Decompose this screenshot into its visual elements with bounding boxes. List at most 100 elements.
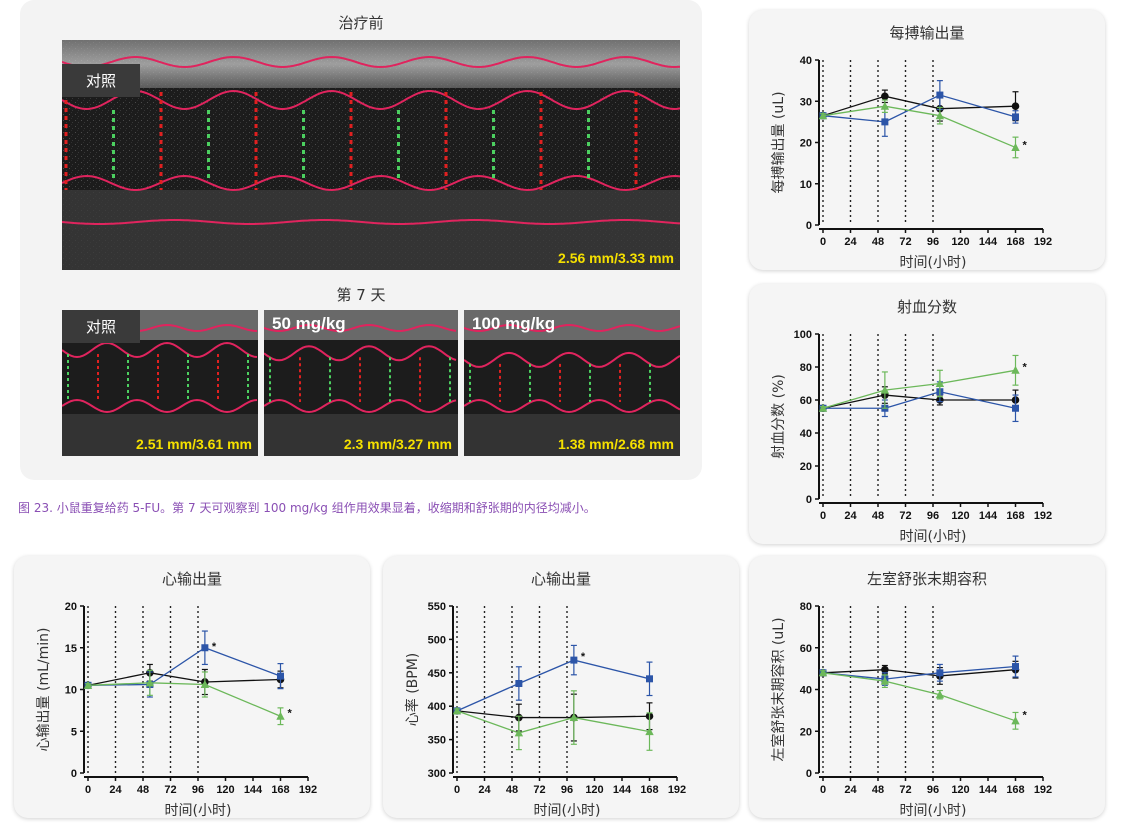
y-tick-label: 400 [428,701,446,713]
echo-control-measurement: 2.51 mm/3.61 mm [136,436,252,452]
echo-top-image: 对照 2.56 mm/3.33 mm [62,40,680,270]
series-line [822,672,1016,722]
chart-title: 射血分数 [897,298,957,316]
day7-title: 第 7 天 [336,286,386,304]
x-tick-label: 96 [927,784,939,796]
y-tick-label: 15 [65,643,77,655]
data-point [881,665,889,674]
x-tick-label: 120 [951,510,969,522]
significance-marker: * [1023,710,1028,722]
data-point [570,656,578,664]
data-point [935,111,945,120]
x-tick-label: 192 [1034,784,1052,796]
echo-100-label: 100 mg/kg [472,314,556,333]
series-line [822,95,1016,117]
series-line [87,682,281,717]
y-axis-label: 每搏输出量 (uL) [770,91,787,193]
wall-trace [62,55,680,69]
data-point [1012,113,1019,121]
data-point [1011,716,1020,725]
x-tick-label: 0 [454,784,460,796]
y-tick-label: 350 [428,735,446,747]
data-point [935,690,945,699]
data-point [881,92,889,101]
echo-control-day7: 对照 2.51 mm/3.61 mm [62,310,258,456]
y-tick-label: 60 [800,395,812,407]
data-point [881,118,889,126]
x-tick-label: 168 [640,784,658,796]
x-tick-label: 24 [478,784,491,796]
y-tick-label: 5 [71,726,77,738]
x-tick-label: 0 [820,784,826,796]
echo-100-day7: 100 mg/kg 1.38 mm/2.68 mm [464,310,680,456]
y-axis-label: 心输出量 (mL/min) [36,628,52,752]
wall-trace [264,345,457,362]
y-tick-label: 10 [65,685,77,697]
x-tick-label: 48 [872,510,884,522]
chart-ejection-fraction-svg: 射血分数 0 20 40 60 80 100 0 24 48 72 96 120 144 168 192 时间(… [771,298,1052,545]
echo-top-svg [62,40,680,270]
echo-100-measurement: 1.38 mm/2.68 mm [558,436,674,452]
significance-marker: * [212,641,217,653]
echo-50-label: 50 mg/kg [272,314,346,333]
data-point [1011,102,1020,110]
data-point [452,706,462,715]
x-tick-label: 168 [1006,510,1024,522]
x-axis-label: 时间(小时) [165,803,232,819]
x-tick-label: 168 [271,784,289,796]
x-tick-label: 72 [899,510,911,522]
significance-marker: * [288,708,293,720]
y-tick-label: 0 [806,220,812,232]
echo-top-label: 对照 [62,64,141,97]
x-tick-label: 0 [85,784,91,796]
echo-50-measurement: 2.3 mm/3.27 mm [343,436,452,452]
data-point [818,403,828,412]
x-tick-label: 72 [899,236,911,248]
x-axis-label: 时间(小时) [534,803,601,819]
chart-title: 每搏输出量 [889,24,964,42]
x-tick-label: 24 [109,784,122,796]
data-point [200,679,210,688]
echo-100-svg [464,310,680,456]
chart-edv: 左室舒张末期容积 0 20 40 60 80 0 24 48 72 96 120 144 168 192 时间… [749,556,1105,819]
y-tick-label: 30 [800,96,812,108]
chart-stroke-volume: 每搏输出量 0 10 20 30 40 0 24 48 72 96 120 144 168 192 时间(小时… [749,10,1105,271]
x-tick-label: 144 [979,784,998,796]
x-tick-label: 96 [561,784,573,796]
wall-trace [62,174,680,192]
data-point [1012,404,1019,412]
wall-trace [62,398,258,414]
data-point [277,672,284,680]
x-tick-label: 192 [299,784,317,796]
y-tick-label: 20 [800,138,812,150]
x-tick-label: 192 [1034,510,1052,522]
chart-heart-rate-svg: 心输出量 300 350 400 450 500 550 0 24 48 72 96 120 144 168… [404,570,686,819]
echo-panel: 治疗前 对照 2.56 mm/3.33 mm [20,0,702,480]
series-line [822,669,1016,677]
x-tick-label: 144 [979,236,998,248]
y-axis-label: 心率 (BPM) [404,653,421,727]
y-axis-label: 射血分数 (%) [771,374,787,459]
chart-ejection-fraction: 射血分数 0 20 40 60 80 100 0 24 48 72 96 120 144 168 192 时间(… [749,284,1105,545]
series-line [87,647,281,686]
y-tick-label: 550 [428,601,446,613]
data-point [936,669,944,677]
data-point [880,385,890,394]
x-tick-label: 192 [668,784,686,796]
echo-50-svg [264,310,458,456]
series-line [822,94,1016,123]
data-point [818,111,828,120]
x-tick-label: 168 [1006,784,1024,796]
x-tick-label: 120 [951,784,969,796]
wall-trace [264,323,457,333]
x-tick-label: 48 [137,784,149,796]
data-point [880,101,890,110]
x-tick-label: 168 [1006,236,1024,248]
x-tick-label: 144 [244,784,263,796]
x-axis-label: 时间(小时) [900,803,967,819]
wall-trace [464,323,680,333]
series-line [456,710,650,734]
data-point [646,675,653,683]
y-tick-label: 20 [800,726,812,738]
y-tick-label: 40 [800,685,812,697]
